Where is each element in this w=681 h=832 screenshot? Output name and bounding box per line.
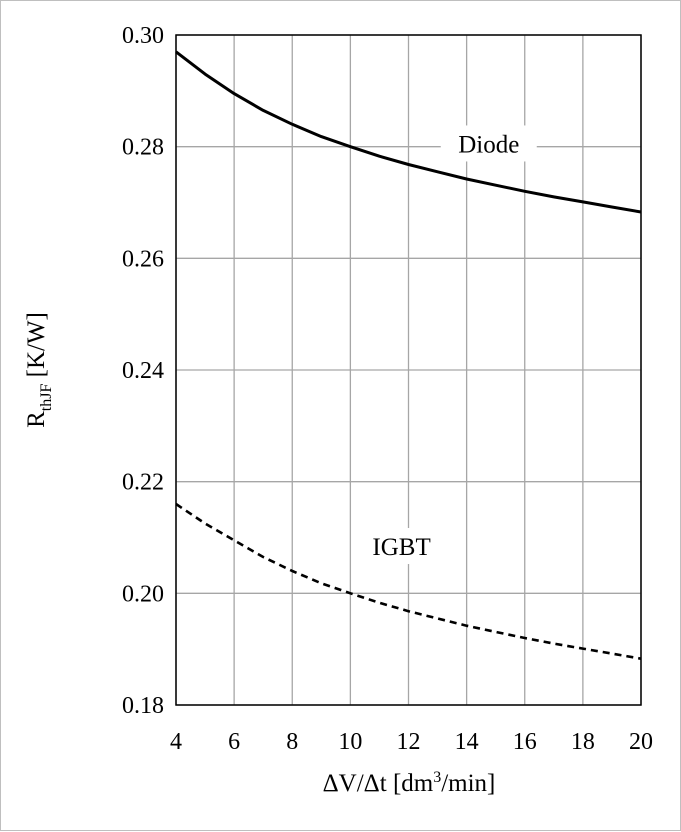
curve-label-bg [353, 528, 450, 565]
y-tick-label: 0.30 [122, 23, 164, 49]
curve-label-igbt: IGBT [372, 534, 430, 561]
plot-border [175, 34, 642, 706]
x-tick-label: 12 [397, 729, 421, 755]
x-tick-label: 14 [455, 729, 479, 755]
x-tick-label: 20 [629, 729, 653, 755]
x-tick-label: 6 [228, 729, 240, 755]
x-tick-label: 8 [286, 729, 298, 755]
x-tick-label: 10 [338, 729, 362, 755]
x-tick-labels: 4 6 8 10 12 14 16 18 20 [170, 729, 653, 755]
y-tick-labels: 0.18 0.20 0.22 0.24 0.26 0.28 0.30 [122, 23, 164, 719]
y-tick-label: 0.20 [122, 581, 164, 607]
curve-labels: Diode IGBT [353, 125, 537, 565]
series-line-diode [175, 50, 642, 214]
curve-label-bg [440, 125, 537, 162]
y-axis-label: RthJF [K/W] [23, 312, 55, 428]
x-tick-label: 4 [170, 729, 182, 755]
x-axis-label: ΔV/Δt [dm3/min] [323, 769, 496, 797]
y-tick-label: 0.24 [122, 358, 164, 384]
x-tick-label: 18 [571, 729, 595, 755]
y-tick-label: 0.22 [122, 470, 164, 496]
curve-label-diode: Diode [458, 131, 519, 158]
y-tick-label: 0.26 [122, 246, 164, 272]
y-tick-label: 0.28 [122, 135, 164, 161]
x-tick-label: 16 [513, 729, 537, 755]
series-layer [175, 50, 642, 660]
series-line-igbt [175, 502, 642, 660]
y-tick-label: 0.18 [122, 693, 164, 719]
